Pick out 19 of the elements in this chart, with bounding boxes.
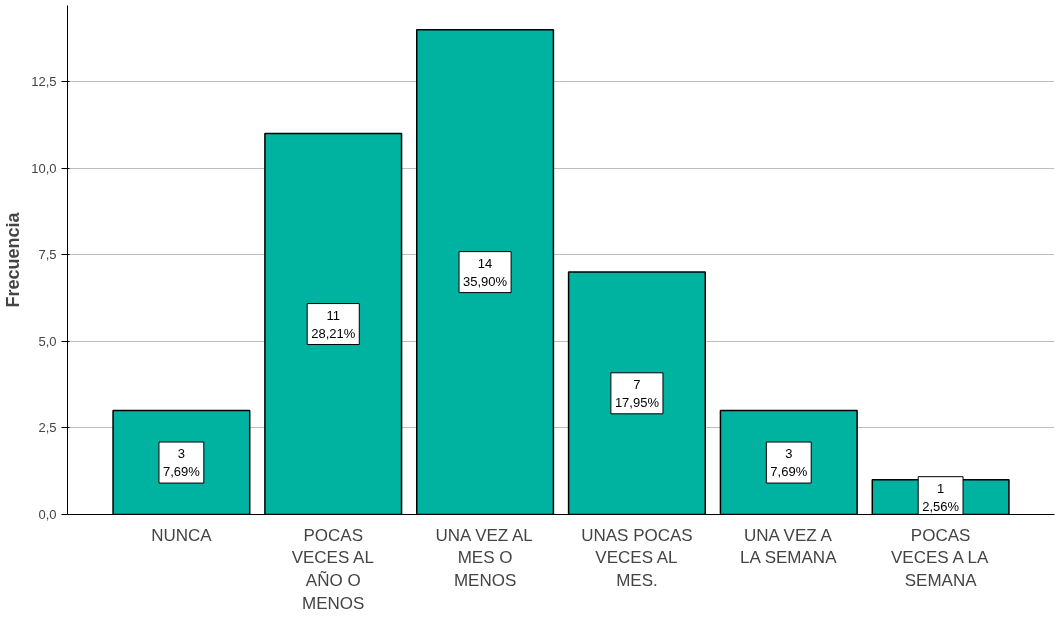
data-label: 3 7,69% bbox=[770, 446, 808, 480]
x-tick-label: NUNCA bbox=[151, 525, 213, 545]
data-label: 14 35,90% bbox=[463, 255, 508, 289]
x-tick-label: POCAS VECES AL AÑO O MENOS bbox=[291, 525, 374, 613]
data-label: 11 28,21% bbox=[311, 307, 356, 341]
y-tick-label: 0,0 bbox=[38, 507, 57, 522]
y-axis-title: Frecuencia bbox=[3, 211, 24, 308]
y-tick-label: 2,5 bbox=[38, 420, 57, 436]
x-tick-label: UNA VEZ A LA SEMANA bbox=[740, 525, 838, 568]
y-tick-label: 12,5 bbox=[31, 74, 57, 90]
data-label: 1 2,56% bbox=[922, 480, 960, 514]
y-tick-label: 10,0 bbox=[31, 160, 57, 176]
x-tick-label: POCAS VECES A LA SEMANA bbox=[891, 525, 990, 591]
y-tick-label: 7,5 bbox=[38, 247, 57, 263]
data-label: 3 7,69% bbox=[162, 446, 201, 480]
x-tick-label: UNAS POCAS VECES AL MES. bbox=[581, 525, 693, 591]
x-tick-label: UNA VEZ AL MES O MENOS bbox=[435, 525, 533, 591]
y-tick-label: 5,0 bbox=[38, 333, 57, 349]
data-label: 7 17,95% bbox=[614, 376, 660, 410]
